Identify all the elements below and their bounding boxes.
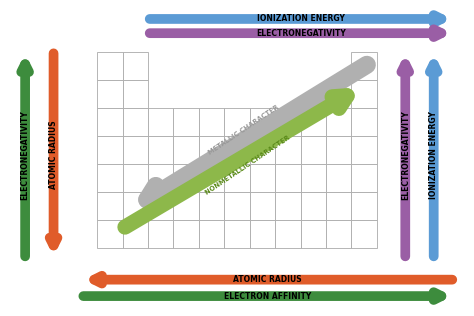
Text: ELECTRONEGATIVITY: ELECTRONEGATIVITY <box>256 29 346 38</box>
Bar <box>275 164 301 192</box>
Bar <box>250 192 275 220</box>
Bar <box>326 136 351 164</box>
Bar <box>275 108 301 136</box>
Bar <box>97 80 123 108</box>
Bar <box>326 108 351 136</box>
Bar <box>123 108 148 136</box>
Bar <box>97 164 123 192</box>
Bar <box>97 52 123 80</box>
Bar <box>351 220 377 248</box>
Bar <box>123 192 148 220</box>
Bar <box>173 136 199 164</box>
Bar <box>199 164 224 192</box>
Bar <box>123 164 148 192</box>
Bar <box>351 108 377 136</box>
Bar <box>97 220 123 248</box>
Bar <box>123 220 148 248</box>
Bar <box>148 220 173 248</box>
Bar <box>326 192 351 220</box>
Bar <box>173 164 199 192</box>
Bar <box>351 80 377 108</box>
Bar <box>199 136 224 164</box>
Bar <box>250 164 275 192</box>
Bar <box>351 136 377 164</box>
Bar <box>148 192 173 220</box>
Text: ATOMIC RADIUS: ATOMIC RADIUS <box>49 120 58 189</box>
Bar <box>148 136 173 164</box>
Bar <box>123 52 148 80</box>
Text: IONIZATION ENERGY: IONIZATION ENERGY <box>429 111 438 199</box>
Bar <box>301 108 326 136</box>
Bar <box>275 220 301 248</box>
Bar <box>250 220 275 248</box>
Bar <box>148 164 173 192</box>
Bar <box>351 164 377 192</box>
Text: ATOMIC RADIUS: ATOMIC RADIUS <box>234 275 302 284</box>
Bar <box>224 108 250 136</box>
Bar <box>199 192 224 220</box>
Bar <box>148 108 173 136</box>
Bar <box>250 108 275 136</box>
Bar <box>224 220 250 248</box>
Text: ELECTRONEGATIVITY: ELECTRONEGATIVITY <box>21 110 29 200</box>
Bar <box>275 136 301 164</box>
Bar <box>275 192 301 220</box>
Text: METALLIC CHARACTER: METALLIC CHARACTER <box>207 104 280 155</box>
Bar <box>97 192 123 220</box>
Bar <box>97 108 123 136</box>
Bar <box>199 108 224 136</box>
Bar <box>326 220 351 248</box>
Text: ELECTRONEGATIVITY: ELECTRONEGATIVITY <box>401 110 410 200</box>
Bar <box>301 164 326 192</box>
Bar <box>173 220 199 248</box>
Bar <box>97 136 123 164</box>
Text: NONMETALLIC CHARACTER: NONMETALLIC CHARACTER <box>205 134 292 196</box>
Bar <box>123 136 148 164</box>
Bar <box>123 80 148 108</box>
Bar <box>224 192 250 220</box>
Bar <box>173 192 199 220</box>
Bar <box>301 220 326 248</box>
Bar <box>224 164 250 192</box>
Bar <box>301 192 326 220</box>
Bar <box>351 52 377 80</box>
Bar <box>199 220 224 248</box>
Text: IONIZATION ENERGY: IONIZATION ENERGY <box>257 15 345 23</box>
Bar <box>301 136 326 164</box>
Text: ELECTRON AFFINITY: ELECTRON AFFINITY <box>224 292 311 301</box>
Bar <box>224 136 250 164</box>
Bar <box>351 192 377 220</box>
Bar <box>250 136 275 164</box>
Bar <box>326 164 351 192</box>
Bar <box>173 108 199 136</box>
